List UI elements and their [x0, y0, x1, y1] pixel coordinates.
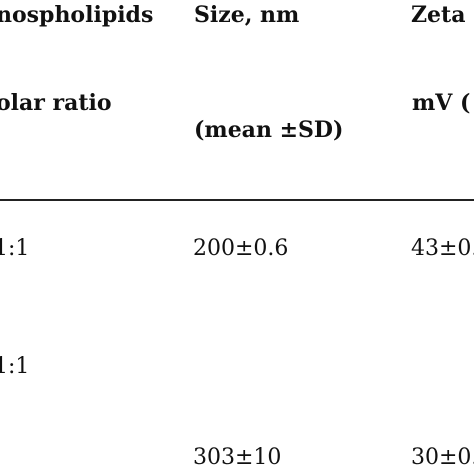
header-zeta: Zeta	[411, 2, 466, 28]
header-size-unit: (mean ±SD)	[194, 117, 344, 143]
header-molar-ratio: olar ratio	[0, 90, 112, 116]
row3-zeta: 30±0.	[411, 445, 474, 470]
row2-ratio: 1:1	[0, 354, 30, 379]
row1-zeta: 43±0.	[411, 236, 474, 261]
row1-size: 200±0.6	[193, 236, 289, 261]
row1-ratio: 1:1	[0, 236, 30, 261]
header-zeta-unit: mV (	[412, 90, 471, 116]
header-rule	[0, 199, 474, 201]
header-size: Size, nm	[194, 2, 300, 28]
header-phospholipids: nospholipids	[0, 2, 154, 28]
row3-size: 303±10	[193, 445, 282, 470]
